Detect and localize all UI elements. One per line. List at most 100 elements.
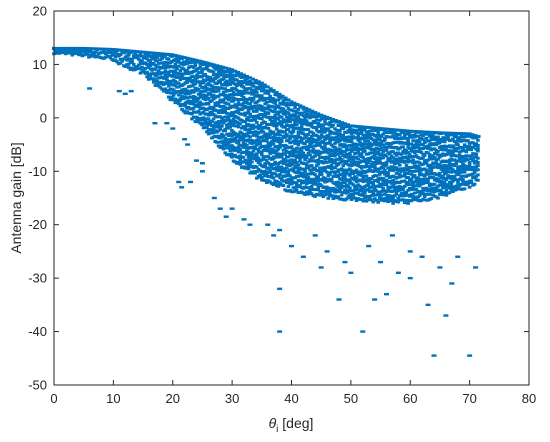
data-point (399, 152, 404, 156)
data-point (396, 200, 400, 204)
data-point (452, 135, 457, 139)
data-point (449, 170, 454, 174)
data-point (314, 140, 319, 144)
data-point (414, 142, 419, 146)
data-point (434, 186, 439, 190)
data-point (90, 47, 95, 51)
data-point (235, 106, 239, 110)
data-point (313, 173, 317, 177)
data-point (432, 130, 436, 134)
data-point (351, 183, 356, 187)
data-point (251, 84, 256, 88)
data-point (466, 139, 470, 143)
data-point (175, 67, 179, 71)
data-point (303, 110, 307, 114)
data-point (226, 146, 231, 150)
data-point (93, 47, 98, 51)
data-point (240, 143, 244, 147)
data-point (384, 147, 389, 151)
data-point (108, 51, 113, 55)
outlier-point (194, 159, 199, 162)
data-point (437, 163, 442, 167)
data-point (394, 159, 399, 163)
data-point (173, 62, 178, 66)
data-point (248, 112, 252, 116)
data-point (333, 127, 337, 131)
data-point (446, 131, 451, 135)
data-point (306, 145, 311, 149)
data-point (314, 128, 319, 132)
data-point (245, 132, 249, 136)
data-point (220, 124, 224, 128)
data-point (153, 63, 158, 67)
data-point (161, 71, 166, 75)
data-point (155, 82, 159, 86)
data-point (402, 174, 407, 178)
data-point (326, 127, 331, 131)
data-point (291, 130, 296, 134)
data-point (248, 163, 252, 167)
data-point (155, 51, 160, 55)
data-point (374, 143, 379, 147)
data-point (160, 57, 164, 61)
data-point (299, 149, 304, 153)
data-point (421, 186, 425, 190)
data-point (223, 87, 228, 91)
data-point (291, 152, 296, 156)
data-point (246, 138, 251, 142)
data-point (161, 52, 166, 56)
data-point (221, 98, 226, 102)
outlier-point (170, 127, 176, 130)
data-point (250, 160, 254, 164)
data-point (356, 143, 361, 147)
data-point (215, 109, 219, 113)
data-point (170, 74, 174, 78)
data-point (266, 126, 271, 130)
data-point (230, 137, 234, 141)
data-point (304, 154, 309, 158)
data-point (371, 129, 375, 133)
data-point (369, 162, 374, 166)
data-point (289, 178, 294, 182)
data-point (405, 129, 410, 133)
data-point (203, 61, 208, 65)
data-point (449, 184, 454, 188)
data-point (231, 139, 236, 143)
data-point (338, 190, 342, 194)
data-point (211, 93, 216, 97)
data-point (228, 132, 233, 136)
data-point (378, 137, 382, 141)
data-point (311, 132, 316, 136)
data-point (211, 127, 216, 131)
data-point (456, 167, 460, 171)
outlier-point (182, 138, 188, 141)
data-point (333, 194, 337, 198)
data-point (195, 115, 199, 119)
data-point (235, 147, 239, 151)
data-point (240, 103, 244, 107)
data-point (473, 134, 478, 138)
data-point (201, 110, 206, 114)
data-point (292, 101, 297, 105)
data-point (336, 170, 341, 174)
data-point (203, 122, 208, 126)
data-point (459, 182, 464, 186)
data-point (180, 74, 184, 78)
data-point (182, 56, 187, 60)
data-point (336, 137, 341, 141)
data-point (316, 162, 321, 166)
data-point (253, 88, 257, 92)
data-point (231, 117, 236, 121)
data-point (193, 63, 198, 67)
data-point (250, 88, 254, 92)
data-point (120, 59, 124, 63)
data-point (250, 131, 254, 135)
data-point (366, 125, 371, 129)
data-point (401, 150, 405, 154)
outlier-point (318, 266, 324, 269)
data-point (454, 133, 459, 137)
data-point (230, 128, 234, 132)
data-point (226, 70, 231, 74)
x-axis-label-symbol: θ (269, 415, 277, 431)
data-point (294, 134, 299, 138)
